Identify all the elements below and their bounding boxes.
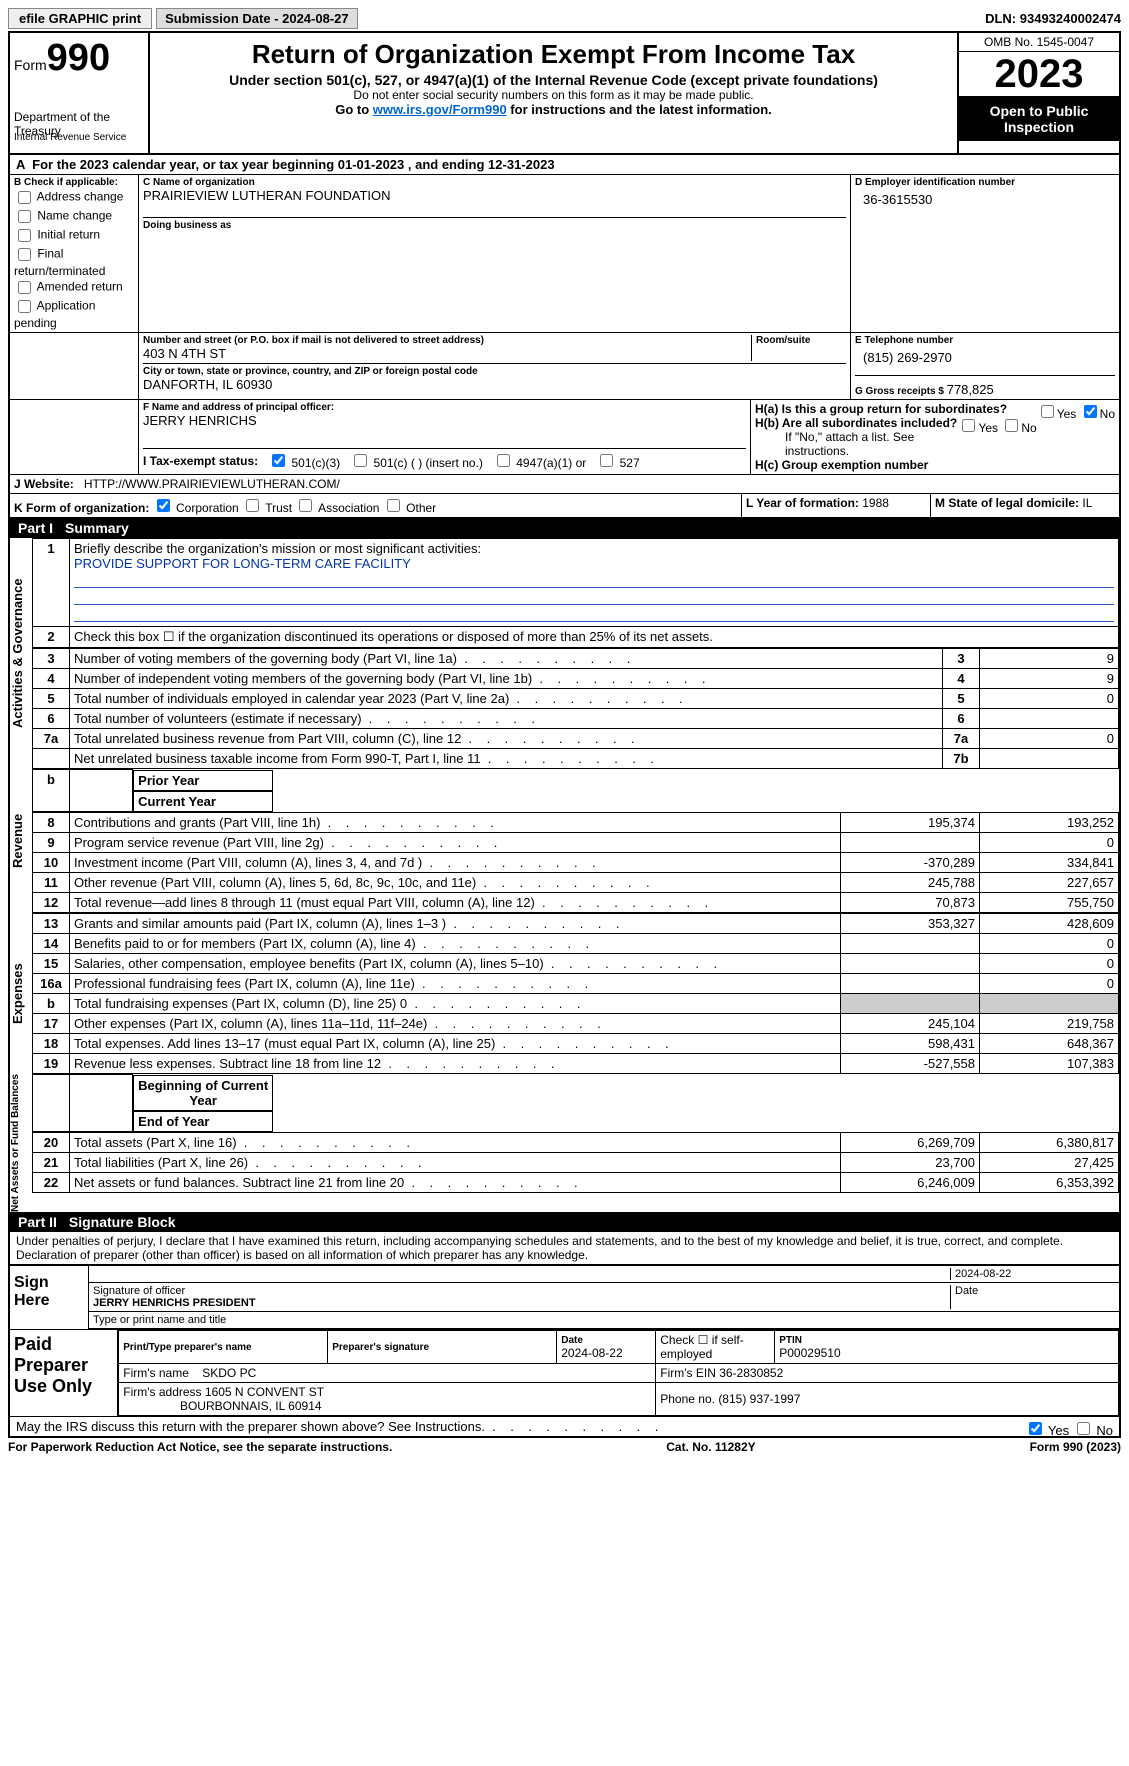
submission-date-box: Submission Date - 2024-08-27	[156, 8, 358, 29]
col-prior-year: Prior Year	[133, 770, 273, 791]
box-k-formorg: K Form of organization: Corporation Trus…	[10, 494, 742, 517]
box-b: B Check if applicable: Address change Na…	[10, 175, 139, 332]
summary-row: 4Number of independent voting members of…	[33, 669, 1119, 689]
box-m-state: M State of legal domicile: IL	[931, 494, 1119, 517]
discuss-row: May the IRS discuss this return with the…	[10, 1416, 1119, 1436]
subtitle-1: Under section 501(c), 527, or 4947(a)(1)…	[154, 72, 953, 88]
part-1-header: Part ISummary	[10, 518, 1119, 538]
part-2-header: Part IISignature Block	[10, 1212, 1119, 1232]
h-b-no[interactable]	[1005, 419, 1018, 432]
check-trust[interactable]: Trust	[242, 501, 292, 515]
line-2: Check this box ☐ if the organization dis…	[70, 627, 1119, 648]
omb-number: OMB No. 1545-0047	[959, 33, 1119, 52]
summary-row: 12Total revenue—add lines 8 through 11 (…	[33, 893, 1119, 913]
summary-row: Net unrelated business taxable income fr…	[33, 749, 1119, 769]
vlabel-netassets: Net Assets or Fund Balances	[10, 1074, 32, 1212]
tax-period-row: A For the 2023 calendar year, or tax yea…	[10, 155, 1119, 175]
form-title-block: Return of Organization Exempt From Incom…	[150, 33, 957, 153]
box-l-year: L Year of formation: 1988	[742, 494, 931, 517]
form990-link[interactable]: www.irs.gov/Form990	[373, 102, 507, 117]
summary-row: 21Total liabilities (Part X, line 26)23,…	[33, 1153, 1119, 1173]
check-other[interactable]: Other	[383, 501, 436, 515]
form-title: Return of Organization Exempt From Incom…	[154, 39, 953, 70]
subtitle-3: Go to www.irs.gov/Form990 for instructio…	[154, 102, 953, 117]
col-end-year: End of Year	[133, 1111, 273, 1132]
vlabel-governance: Activities & Governance	[10, 538, 32, 769]
jurat: Under penalties of perjury, I declare th…	[10, 1232, 1119, 1264]
summary-row: 22Net assets or fund balances. Subtract …	[33, 1173, 1119, 1193]
check-501c[interactable]: 501(c) ( ) (insert no.)	[350, 451, 483, 470]
box-i-status: I Tax-exempt status: 501(c)(3) 501(c) ( …	[143, 448, 746, 470]
summary-row: 14Benefits paid to or for members (Part …	[33, 934, 1119, 954]
efile-print-button[interactable]: efile GRAPHIC print	[8, 8, 152, 29]
check-4947[interactable]: 4947(a)(1) or	[493, 451, 586, 470]
box-e-phone: E Telephone number (815) 269-2970 G Gros…	[851, 333, 1119, 399]
summary-row: 5Total number of individuals employed in…	[33, 689, 1119, 709]
box-d-ein: D Employer identification number 36-3615…	[851, 175, 1119, 332]
subtitle-2: Do not enter social security numbers on …	[154, 88, 953, 102]
top-toolbar: efile GRAPHIC print Submission Date - 20…	[8, 8, 1121, 29]
summary-row: 7aTotal unrelated business revenue from …	[33, 729, 1119, 749]
box-f-officer: F Name and address of principal officer:…	[139, 400, 751, 474]
check-corp[interactable]: Corporation	[153, 501, 239, 515]
page-footer: For Paperwork Reduction Act Notice, see …	[8, 1438, 1121, 1454]
h-a-yes[interactable]	[1041, 405, 1054, 418]
summary-row: 20Total assets (Part X, line 16)6,269,70…	[33, 1133, 1119, 1153]
summary-row: 15Salaries, other compensation, employee…	[33, 954, 1119, 974]
summary-row: 11Other revenue (Part VIII, column (A), …	[33, 873, 1119, 893]
box-h: H(a) Is this a group return for subordin…	[751, 400, 1119, 474]
summary-row: 3Number of voting members of the governi…	[33, 649, 1119, 669]
open-to-public: Open to Public Inspection	[959, 97, 1119, 141]
summary-row: 18Total expenses. Add lines 13–17 (must …	[33, 1034, 1119, 1054]
form-id-block: Form990 Department of the Treasury Inter…	[10, 33, 150, 153]
check-assoc[interactable]: Association	[295, 501, 379, 515]
summary-row: 10Investment income (Part VIII, column (…	[33, 853, 1119, 873]
summary-row: 6Total number of volunteers (estimate if…	[33, 709, 1119, 729]
dln: DLN: 93493240002474	[985, 11, 1121, 26]
discuss-yes[interactable]	[1029, 1422, 1042, 1435]
check-amended-return[interactable]: Amended return	[14, 278, 134, 297]
h-a-no[interactable]	[1084, 405, 1097, 418]
box-c-name: C Name of organization PRAIRIEVIEW LUTHE…	[139, 175, 851, 332]
irs-label: Internal Revenue Service	[14, 132, 144, 143]
vlabel-revenue: Revenue	[10, 769, 32, 913]
col-begin-year: Beginning of Current Year	[133, 1075, 273, 1111]
check-application-pending[interactable]: Application pending	[14, 297, 134, 330]
box-j-website: J Website: HTTP://WWW.PRAIRIEVIEWLUTHERA…	[10, 475, 1119, 493]
discuss-no[interactable]	[1077, 1422, 1090, 1435]
check-address-change[interactable]: Address change	[14, 188, 134, 207]
h-b-yes[interactable]	[962, 419, 975, 432]
box-c-street: Number and street (or P.O. box if mail i…	[139, 333, 851, 399]
mission-prompt: Briefly describe the organization's miss…	[74, 541, 1114, 556]
paid-preparer-block: Paid Preparer Use Only Print/Type prepar…	[10, 1329, 1119, 1416]
summary-row: 17Other expenses (Part IX, column (A), l…	[33, 1014, 1119, 1034]
sign-here-block: Sign Here 2024-08-22 Signature of office…	[10, 1264, 1119, 1329]
check-527[interactable]: 527	[596, 451, 639, 470]
summary-row: 8Contributions and grants (Part VIII, li…	[33, 813, 1119, 833]
check-name-change[interactable]: Name change	[14, 207, 134, 226]
vlabel-expenses: Expenses	[10, 913, 32, 1074]
check-initial-return[interactable]: Initial return	[14, 226, 134, 245]
summary-row: 13Grants and similar amounts paid (Part …	[33, 914, 1119, 934]
summary-row: 19Revenue less expenses. Subtract line 1…	[33, 1054, 1119, 1074]
form-990: Form990 Department of the Treasury Inter…	[8, 31, 1121, 1438]
mission-text: PROVIDE SUPPORT FOR LONG-TERM CARE FACIL…	[74, 556, 1114, 571]
summary-row: bTotal fundraising expenses (Part IX, co…	[33, 994, 1119, 1014]
col-current-year: Current Year	[133, 791, 273, 812]
tax-year: 2023	[959, 52, 1119, 97]
summary-row: 9Program service revenue (Part VIII, lin…	[33, 833, 1119, 853]
check-501c3[interactable]: 501(c)(3)	[268, 451, 340, 470]
check-final-return[interactable]: Final return/terminated	[14, 245, 134, 278]
summary-row: 16aProfessional fundraising fees (Part I…	[33, 974, 1119, 994]
